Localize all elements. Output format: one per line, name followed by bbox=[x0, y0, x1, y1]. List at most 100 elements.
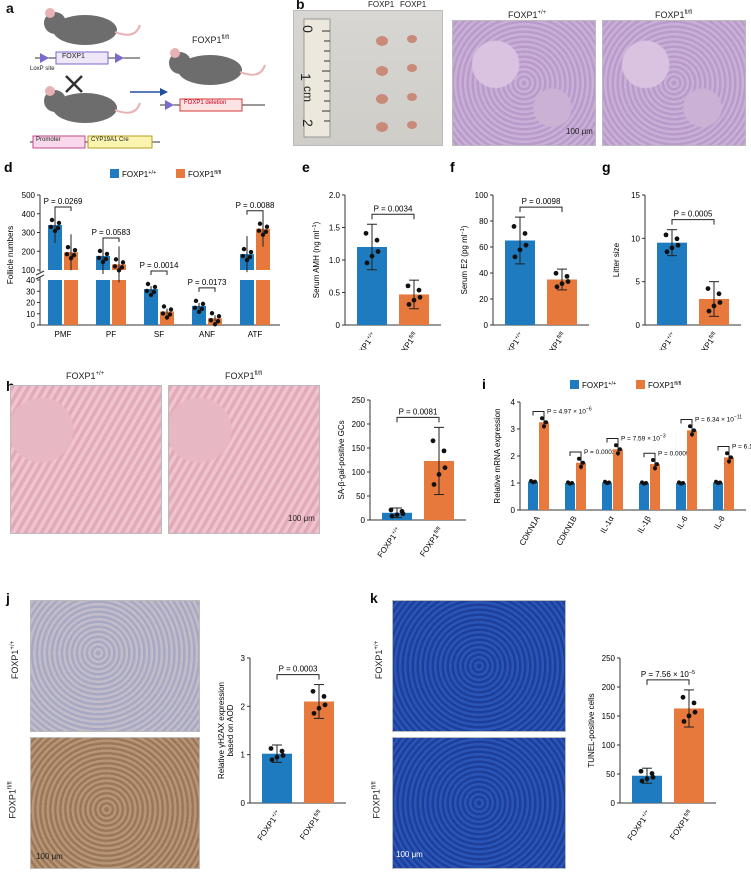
x-tick-label: IL-8 bbox=[712, 514, 727, 531]
panel-label: i bbox=[482, 376, 486, 392]
x-tick-label: IL-1α bbox=[599, 514, 616, 535]
data-point bbox=[531, 480, 535, 485]
data-point bbox=[64, 251, 70, 257]
legend-swatch-ko bbox=[636, 380, 645, 389]
panel-label: g bbox=[602, 160, 611, 175]
y-tick-label: 300 bbox=[22, 229, 36, 238]
data-point bbox=[100, 259, 106, 265]
data-point bbox=[716, 291, 722, 297]
ihc-ko-label: FOXP1fl/fl bbox=[7, 781, 18, 819]
data-point bbox=[540, 416, 544, 421]
data-point bbox=[664, 249, 670, 255]
x-tick-label: FOXP1+/+ bbox=[376, 526, 403, 559]
bar bbox=[650, 464, 660, 510]
y-tick-label: 1 bbox=[511, 479, 516, 488]
y-tick-label: 150 bbox=[352, 444, 366, 453]
data-point bbox=[388, 507, 394, 513]
data-point bbox=[417, 294, 423, 300]
p-value: P = 0.0009 bbox=[658, 450, 690, 457]
data-point bbox=[280, 753, 286, 758]
y-tick-label: 30 bbox=[26, 287, 35, 296]
significance-bracket bbox=[569, 451, 582, 456]
bar bbox=[256, 280, 270, 325]
data-point bbox=[369, 253, 375, 259]
y-tick-label: 200 bbox=[352, 420, 366, 429]
data-point bbox=[717, 300, 723, 305]
data-point bbox=[579, 464, 583, 469]
data-point bbox=[638, 768, 644, 774]
promoter-label: Promoter bbox=[36, 137, 61, 143]
y-tick-label: 20 bbox=[26, 299, 35, 308]
ruler-label-1: 1 bbox=[297, 73, 314, 81]
tunel-section-wt bbox=[392, 600, 566, 732]
significance-bracket bbox=[246, 210, 264, 215]
x-tick-label: FOXP1+/+ bbox=[651, 331, 678, 350]
bar bbox=[240, 280, 254, 325]
data-point bbox=[680, 694, 686, 700]
x-tick-label: ANF bbox=[199, 330, 215, 339]
tunel-chart: 0 50 100 150 200 250 TUNEL-positive cells FOXP1… bbox=[587, 654, 716, 842]
data-point bbox=[416, 287, 422, 293]
he-wt-title: FOXP1+/+ bbox=[508, 10, 547, 20]
data-point bbox=[405, 283, 411, 289]
y-tick-label: 2 bbox=[511, 452, 516, 461]
data-point bbox=[577, 456, 581, 461]
data-point bbox=[208, 318, 214, 323]
data-point bbox=[264, 224, 270, 229]
y-axis-label: Follicle numbers bbox=[6, 226, 15, 284]
bar bbox=[565, 483, 575, 510]
legend-label-wt: FOXP1+/+ bbox=[122, 170, 156, 179]
x-tick-label: FOXP1+/+ bbox=[499, 331, 526, 350]
x-tick-label: FOXP1fl/fl bbox=[393, 331, 419, 350]
sabgal-wt-title: FOXP1+/+ bbox=[66, 371, 105, 381]
legend-swatch-wt bbox=[110, 169, 119, 178]
bar bbox=[112, 280, 126, 325]
significance-bracket bbox=[606, 437, 619, 443]
data-point bbox=[256, 228, 262, 233]
tunel-ko-label: FOXP1fl/fl bbox=[371, 781, 382, 819]
data-point bbox=[68, 255, 74, 261]
data-point bbox=[618, 447, 622, 452]
mouse-icon bbox=[44, 8, 141, 45]
data-point bbox=[148, 292, 154, 298]
data-point bbox=[209, 311, 215, 316]
data-point bbox=[145, 281, 151, 287]
ihc-wt-label: FOXP1+/+ bbox=[10, 640, 21, 680]
p-value: P = 7.56 × 10−5 bbox=[641, 670, 695, 679]
p-value: P = 7.59 × 10−3 bbox=[621, 433, 666, 442]
y-tick-label: 5 bbox=[636, 278, 641, 287]
panel-label-j: j bbox=[6, 590, 10, 606]
amh-chart: e 0 0.5 1.0 1.5 2.0 Serum AMH (ng ml−1) FOXP1+/… bbox=[302, 160, 441, 350]
he-section-wt bbox=[452, 20, 596, 146]
p-value: P = 0.0005 bbox=[674, 210, 713, 219]
y-tick-label: 2 bbox=[241, 702, 246, 711]
bar bbox=[639, 483, 649, 510]
data-point bbox=[554, 284, 560, 290]
panel-label-k: k bbox=[370, 590, 378, 606]
y-tick-label: 10 bbox=[26, 310, 35, 319]
bar bbox=[48, 225, 62, 270]
data-point bbox=[120, 260, 126, 265]
data-point bbox=[706, 308, 712, 314]
data-point bbox=[72, 247, 78, 253]
y-tick-label: 250 bbox=[602, 654, 616, 663]
bar bbox=[64, 280, 78, 325]
he-section-ko bbox=[602, 20, 746, 146]
x-tick-label: FOXP1+/+ bbox=[256, 809, 283, 842]
data-point bbox=[260, 232, 266, 237]
data-point bbox=[692, 709, 698, 715]
legend-label-ko: FOXP1fl/fl bbox=[648, 381, 681, 390]
data-point bbox=[690, 432, 694, 437]
p-value: P = 0.0269 bbox=[44, 197, 83, 206]
data-point bbox=[215, 319, 221, 324]
data-point bbox=[257, 221, 263, 226]
data-point bbox=[279, 748, 285, 754]
bar bbox=[96, 280, 110, 325]
data-point bbox=[564, 273, 570, 279]
data-point bbox=[653, 466, 657, 471]
y-tick-label: 100 bbox=[352, 468, 366, 477]
follicle-chart: d 100 200 300 400 500 0 10 20 30 40 Follicle number… bbox=[4, 160, 280, 339]
data-point bbox=[364, 260, 370, 266]
y-tick-label: 1.0 bbox=[329, 256, 341, 265]
x-tick-label: SF bbox=[154, 330, 164, 339]
